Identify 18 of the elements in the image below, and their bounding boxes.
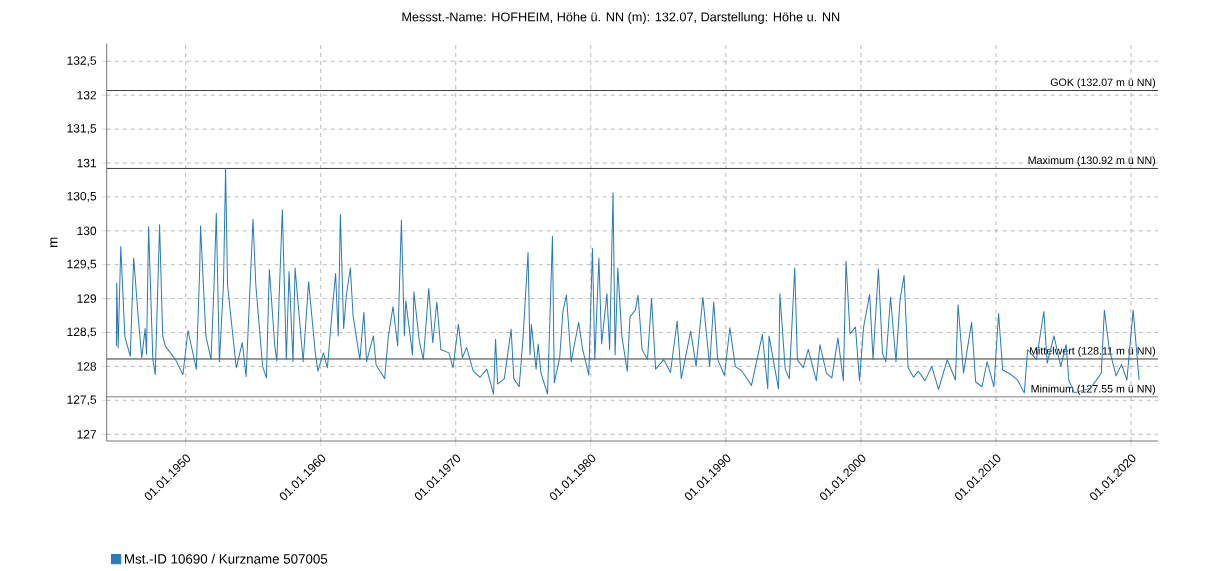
y-tick-label: 132 [77, 91, 97, 100]
y-tick-label: 127,5 [67, 395, 97, 406]
ref-line-label: Minimum (127.55 m ü NN) [1031, 384, 1156, 395]
ref-line-label: GOK (132.07 m ü NN) [1050, 78, 1156, 89]
y-axis-title: m [50, 237, 58, 248]
legend-label: Mst.-ID 10690 / Kurzname 507005 [125, 553, 328, 564]
y-tick-label: 129 [77, 294, 97, 303]
y-tick-label: 127 [77, 430, 97, 439]
y-tick-label: 130 [77, 226, 97, 236]
y-tick-label: 132,5 [67, 56, 97, 67]
y-tick-label: 129,5 [67, 259, 97, 270]
chart-title: Messst.-Name: HOFHEIM, Höhe ü. NN (m): 132.07, Darstellung: Höhe u. NN [402, 12, 840, 24]
y-tick-label: 128,5 [67, 327, 97, 338]
y-tick-label: 131,5 [67, 124, 97, 135]
y-tick-label: 131 [77, 158, 97, 168]
y-tick-label: 130,5 [67, 192, 97, 202]
ref-line-label: Maximum (130.92 m ü NN) [1028, 156, 1156, 167]
y-tick-label: 128 [77, 362, 97, 371]
